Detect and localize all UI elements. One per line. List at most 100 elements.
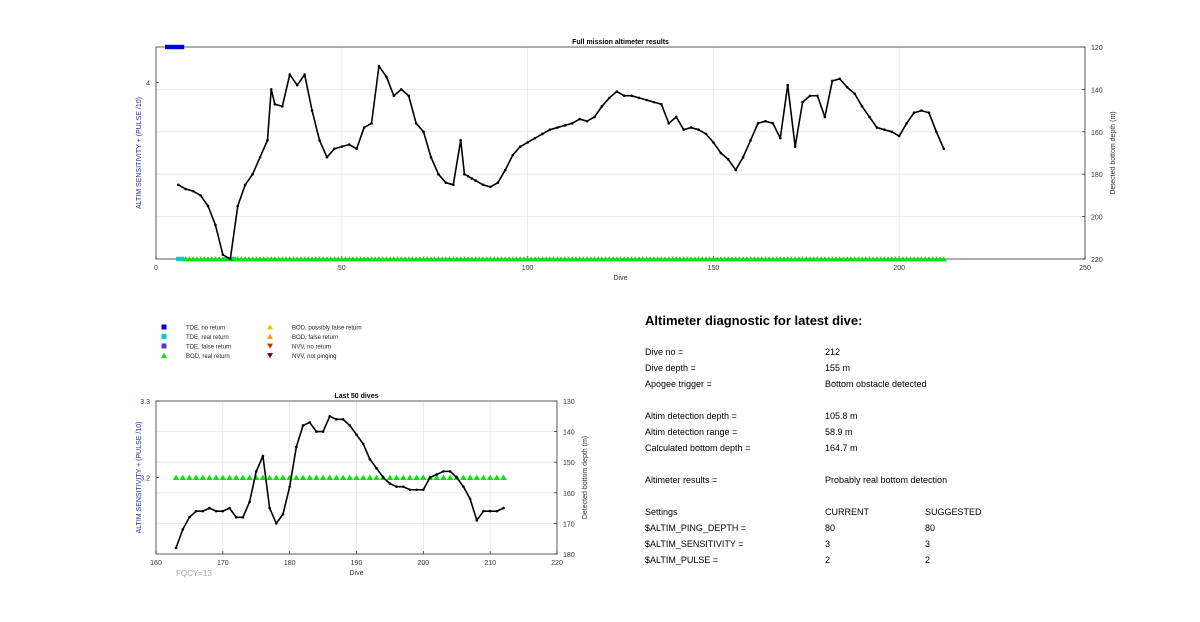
depth-point <box>370 122 373 125</box>
depth-point <box>281 105 284 108</box>
depth-point <box>422 130 425 134</box>
depth-point <box>905 122 908 125</box>
legend-swatch <box>161 352 167 358</box>
setting-label: $ALTIM_PING_DEPTH = <box>645 523 747 533</box>
bod-real-return-marker <box>186 474 193 481</box>
fqcy-annotation: FQCY=13 <box>176 569 212 578</box>
depth-point <box>295 83 299 87</box>
bod-real-return-marker <box>460 474 467 481</box>
x-tick-label: 200 <box>417 560 429 567</box>
bod-real-return-marker <box>433 474 440 481</box>
depth-point <box>495 509 499 513</box>
depth-point <box>608 96 611 100</box>
diag-label: Altim detection depth = <box>645 411 737 421</box>
depth-point <box>355 147 358 151</box>
depth-point <box>295 445 298 449</box>
depth-point <box>488 509 492 513</box>
depth-point <box>437 172 440 176</box>
depth-point <box>697 128 700 131</box>
x-tick-label: 210 <box>484 560 496 567</box>
depth-point <box>468 497 472 501</box>
bod-real-return-marker <box>366 474 374 481</box>
depth-point <box>541 132 544 136</box>
depth-point <box>442 470 445 473</box>
depth-point <box>548 128 552 131</box>
depth-point <box>475 519 479 522</box>
depth-point <box>184 187 188 191</box>
depth-point <box>243 183 247 187</box>
bod-real-return-marker <box>199 474 206 481</box>
y-left-tick-label: 3.3 <box>140 399 150 406</box>
depth-point <box>435 473 439 476</box>
depth-point <box>273 102 277 106</box>
depth-point <box>448 470 452 473</box>
depth-point <box>328 415 332 418</box>
bod-real-return-marker <box>486 474 494 481</box>
depth-point <box>462 485 465 488</box>
depth-point <box>451 183 455 187</box>
setting-suggested: 80 <box>925 523 936 533</box>
depth-point <box>741 155 745 159</box>
depth-point <box>444 181 448 184</box>
depth-point <box>667 122 671 125</box>
bod-real-return-marker <box>420 474 427 481</box>
depth-point <box>301 424 305 427</box>
depth-point <box>401 485 405 488</box>
bod-real-return-marker <box>206 474 213 481</box>
diag-value: Probably real bottom detection <box>825 475 948 485</box>
depth-point <box>622 94 626 98</box>
depth-point <box>201 509 205 513</box>
bod-real-return-marker <box>440 474 447 481</box>
bod-real-return-marker <box>333 474 340 481</box>
y-right-tick-label: 180 <box>563 552 575 559</box>
diag-label: Altimeter results = <box>645 475 718 485</box>
tde-no-return-marker <box>179 44 185 50</box>
depth-point <box>229 257 232 261</box>
depth-point <box>719 151 723 155</box>
depth-point <box>221 509 225 513</box>
depth-point <box>674 115 678 119</box>
x-axis-label: Dive <box>349 570 363 577</box>
bod-real-return-marker <box>212 474 220 481</box>
bod-real-return-marker <box>293 474 300 481</box>
depth-point <box>466 175 470 178</box>
diag-value: 164.7 m <box>825 443 858 453</box>
legend-swatch <box>267 324 273 330</box>
depth-point <box>570 122 574 125</box>
x-tick-label: 170 <box>217 560 229 567</box>
bod-real-return-marker <box>413 474 420 481</box>
bod-real-return-marker <box>226 474 233 481</box>
depth-point <box>533 136 537 140</box>
setting-label: $ALTIM_PULSE = <box>645 555 719 565</box>
settings-label: Settings <box>645 507 678 517</box>
depth-point <box>470 177 474 180</box>
depth-point <box>816 94 819 98</box>
x-tick-label: 190 <box>351 560 363 567</box>
depth-point <box>860 105 864 108</box>
depth-point <box>459 138 463 142</box>
bod-real-return-marker <box>393 474 400 481</box>
depth-point <box>875 126 879 129</box>
depth-point <box>853 92 856 95</box>
depth-point <box>630 94 633 98</box>
x-tick-label: 100 <box>522 265 534 272</box>
setting-suggested: 2 <box>925 555 931 565</box>
last-50-dives-chart: Last 50 dives 160 170 180 190 200 210 220 Dive 13… <box>136 393 589 578</box>
diag-label: Calculated bottom depth = <box>645 443 751 453</box>
legend-label: NVV, no return <box>292 345 331 351</box>
y-right-tick-label: 160 <box>1091 130 1103 137</box>
y-right-tick-label: 140 <box>563 430 575 437</box>
diag-value: 155 m <box>825 363 851 373</box>
settings-suggested-header: SUGGESTED <box>925 507 982 517</box>
depth-point <box>194 509 198 513</box>
depth-point <box>518 145 522 148</box>
depth-point <box>208 506 211 510</box>
tde-real-return-marker <box>179 256 185 262</box>
diagnostic-title: Altimeter diagnostic for latest dive: <box>645 313 863 328</box>
depth-line <box>177 65 945 260</box>
depth-point <box>920 109 923 112</box>
bod-real-return-marker <box>192 474 200 481</box>
diag-label: Apogee trigger = <box>645 379 712 389</box>
depth-point <box>288 485 291 488</box>
depth-point <box>883 128 886 131</box>
